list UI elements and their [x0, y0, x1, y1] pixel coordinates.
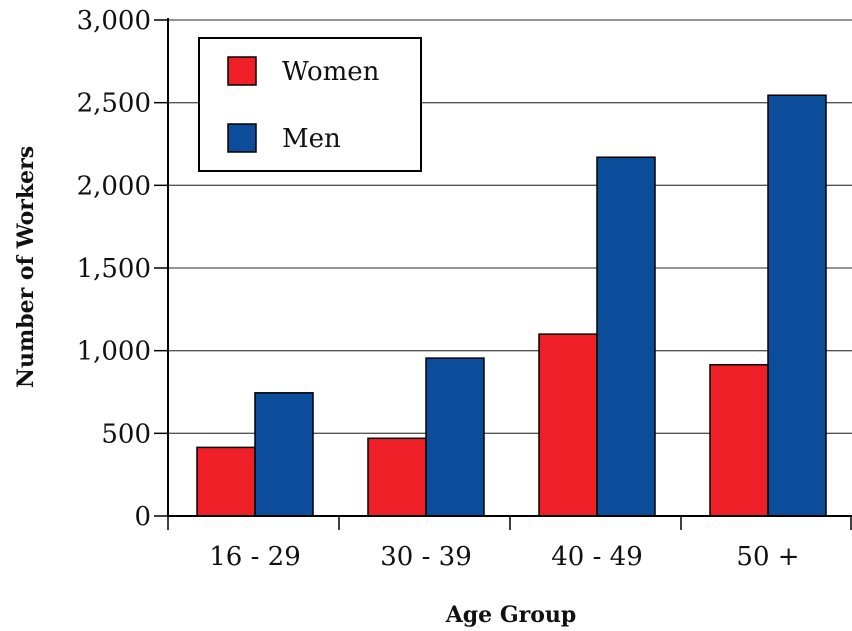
- y-ticks: 0 500 1,000 1,500 2,000 2,500 3,000: [77, 6, 168, 532]
- y-tick-label: 500: [101, 419, 151, 449]
- x-tick-label: 50 +: [736, 542, 799, 572]
- legend-label-women: Women: [282, 57, 380, 87]
- x-tick-label: 40 - 49: [551, 542, 642, 572]
- legend: Women Men: [198, 37, 422, 172]
- bar-women-0: [196, 446, 256, 517]
- x-ticks: 16 - 29 30 - 39 40 - 49 50 +: [167, 516, 852, 572]
- legend-swatch-men: [227, 123, 257, 153]
- bar-men-2: [596, 156, 656, 517]
- y-tick-label: 3,000: [77, 6, 151, 36]
- y-axis-title: Number of Workers: [13, 146, 39, 388]
- x-axis-title: Age Group: [445, 602, 577, 628]
- y-tick-label: 2,000: [77, 171, 151, 201]
- x-tick-label: 30 - 39: [380, 542, 471, 572]
- x-tick-label: 16 - 29: [209, 542, 300, 572]
- bar-men-1: [425, 357, 485, 517]
- bars: [196, 94, 827, 517]
- legend-swatch-women: [227, 56, 257, 86]
- bar-women-3: [709, 363, 769, 517]
- y-tick-label: 1,500: [77, 254, 151, 284]
- y-tick-label: 0: [134, 502, 151, 532]
- bar-men-3: [767, 94, 827, 517]
- y-tick-label: 1,000: [77, 337, 151, 367]
- bar-women-1: [367, 437, 427, 517]
- bar-women-2: [538, 333, 598, 517]
- y-tick-label: 2,500: [77, 89, 151, 119]
- legend-label-men: Men: [282, 124, 341, 154]
- bar-men-0: [254, 392, 314, 517]
